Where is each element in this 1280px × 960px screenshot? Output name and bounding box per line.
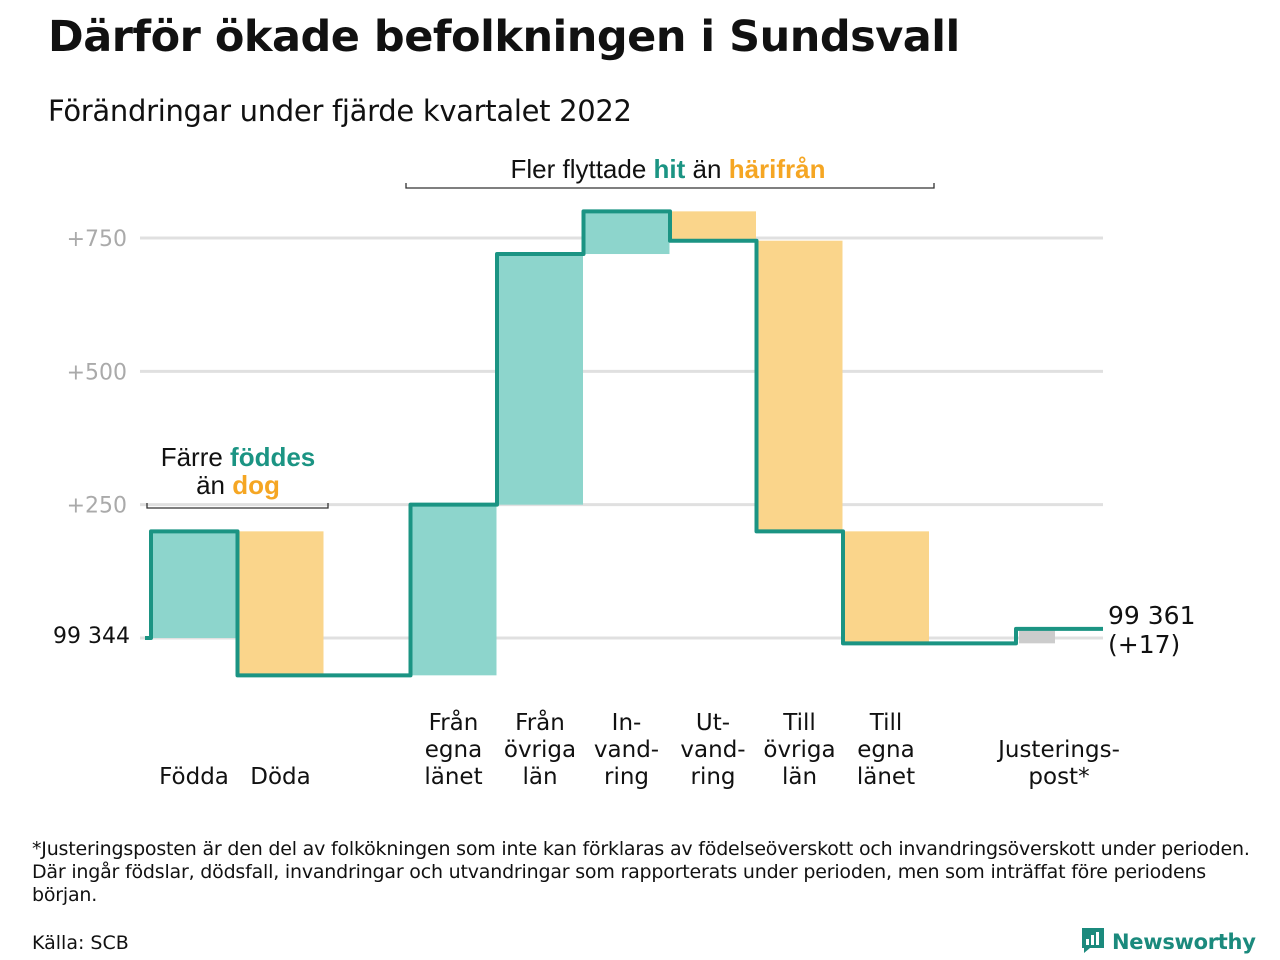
category-label: In- (612, 710, 642, 736)
category-label: länet (424, 764, 482, 790)
category-label: Födda (159, 764, 229, 790)
category-label: Till (869, 710, 903, 736)
y-tick-label: +750 (67, 227, 127, 252)
annotation-bracket (405, 183, 935, 189)
category-label: Till (782, 710, 816, 736)
category-label: ring (690, 764, 735, 790)
category-label: post* (1028, 764, 1089, 790)
bar-decrease (756, 240, 843, 532)
bar-decrease (237, 531, 324, 676)
category-label: län (522, 764, 557, 790)
annotation-highlight-hit: hit (654, 154, 686, 184)
category-label: vand- (594, 737, 659, 763)
annotation-text: än (196, 470, 232, 500)
annotation-text: Färre (161, 442, 230, 472)
bar-increase (410, 504, 497, 676)
end-change-label: (+17) (1108, 630, 1180, 659)
category-label: övriga (504, 737, 576, 763)
category-label: egna (857, 737, 914, 763)
category-label: Döda (250, 764, 310, 790)
running-total-path (145, 209, 1105, 678)
annotation-highlight-harifran: härifrån (729, 154, 826, 184)
newsworthy-logo[interactable]: Newsworthy (1080, 926, 1256, 958)
running-total-line (145, 209, 1105, 678)
bars (151, 211, 1055, 676)
migration-annotation: Fler flyttade hit än härifrån (405, 154, 935, 189)
logo-text: Newsworthy (1112, 930, 1256, 954)
category-label: Justerings- (996, 737, 1120, 763)
svg-text:Fler flyttade hit än härifrån: Fler flyttade hit än härifrån (510, 154, 825, 184)
start-value-label: 99 344 (53, 624, 130, 649)
bar-increase (583, 211, 670, 255)
category-label: vand- (680, 737, 745, 763)
source-label: Källa: SCB (32, 932, 129, 954)
bar-decrease (670, 211, 756, 241)
footnote: *Justeringsposten är den del av folkökni… (32, 838, 1250, 906)
bar-adjustment (1019, 628, 1055, 644)
category-label: länet (857, 764, 915, 790)
chart-title: Därför ökade befolkningen i Sundsvall (48, 12, 960, 62)
y-tick-label: +250 (67, 494, 127, 519)
end-value-label: 99 361 (1108, 601, 1195, 630)
category-label: Från (429, 708, 479, 736)
svg-text:Färre föddes: Färre föddes (161, 442, 316, 472)
category-label: Från (515, 708, 565, 736)
category-label: övriga (763, 737, 835, 763)
bar-increase (497, 254, 583, 505)
category-label: egna (425, 737, 482, 763)
bar-increase (151, 531, 237, 638)
annotation-text: än (685, 154, 728, 184)
category-label: Ut- (696, 710, 730, 736)
bar-decrease (843, 531, 929, 644)
annotation-bracket (146, 503, 329, 509)
waterfall-chart: +250+500+750 Födda DödaFrånegnalänetFrånö… (53, 154, 1195, 790)
category-label: ring (604, 764, 649, 790)
category-label: län (782, 764, 817, 790)
y-tick-label: +500 (67, 360, 127, 385)
category-labels: Födda DödaFrånegnalänetFrånövrigalänIn-va… (159, 708, 1120, 790)
svg-text:än dog: än dog (196, 470, 280, 500)
annotation-highlight-dog: dog (232, 470, 280, 500)
annotation-highlight-foddes: föddes (230, 442, 315, 472)
newsworthy-chart-icon (1080, 926, 1106, 958)
chart-subtitle: Förändringar under fjärde kvartalet 2022 (48, 94, 632, 128)
annotation-text: Fler flyttade (510, 154, 653, 184)
births-deaths-annotation: Färre föddes än dog (146, 442, 329, 509)
